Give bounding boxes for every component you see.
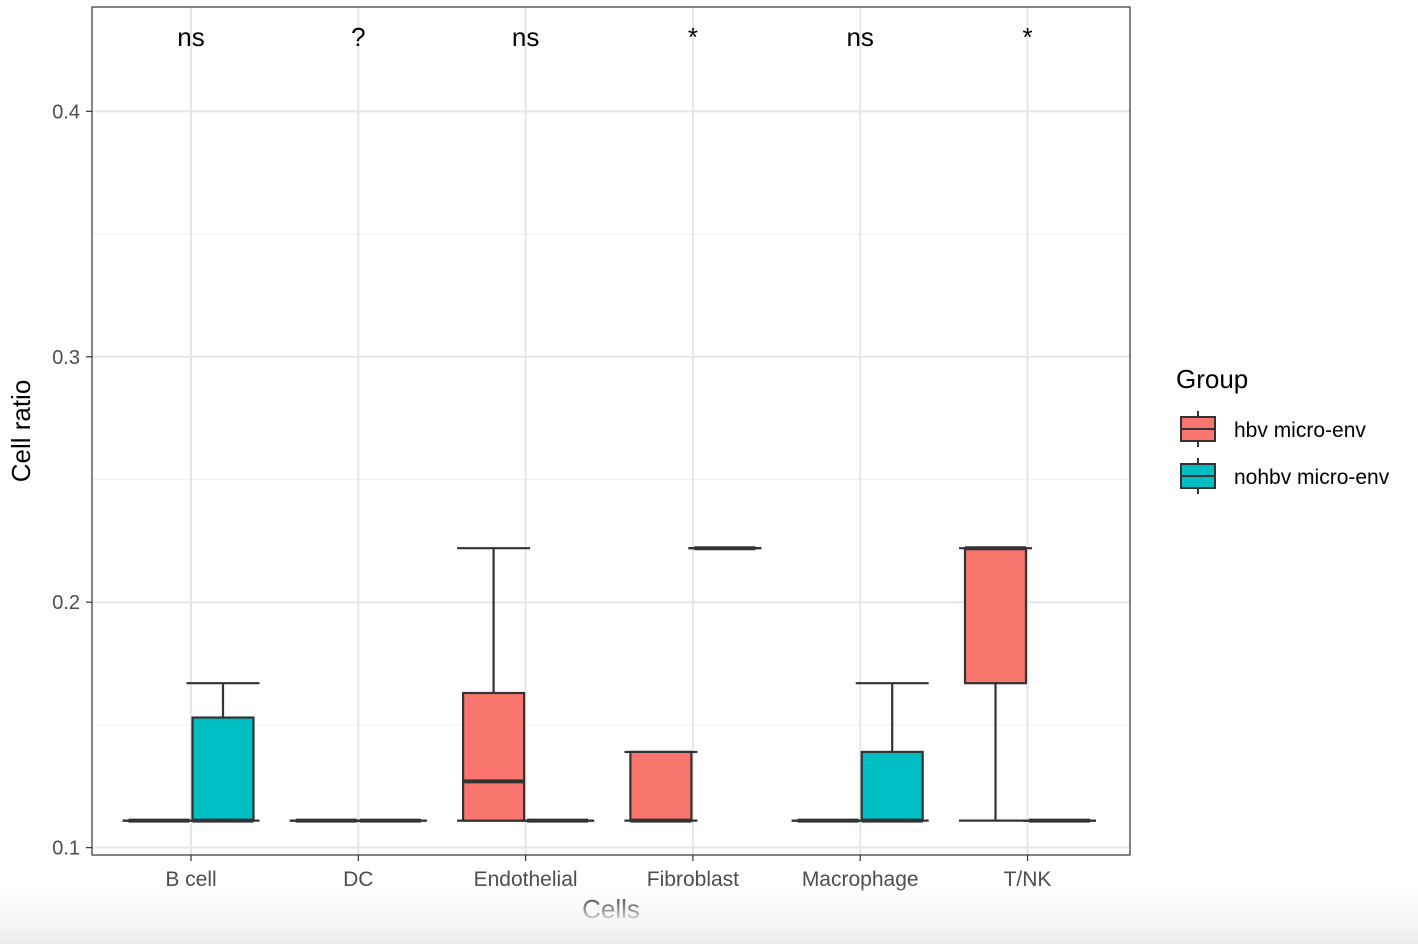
x-tick-label: T/NK	[1004, 868, 1052, 891]
y-axis-title: Cell ratio	[6, 380, 36, 483]
y-tick-label: 0.2	[52, 592, 80, 614]
legend-label: hbv micro-env	[1234, 419, 1366, 442]
box-iqr	[862, 752, 923, 821]
box-iqr	[193, 718, 254, 821]
legend-entry-hbv-micro-env: hbv micro-env	[1181, 411, 1366, 447]
box-iqr	[630, 752, 691, 821]
box-hbv-micro-env-fibroblast	[624, 752, 697, 821]
significance-label: ns	[846, 22, 873, 52]
significance-label: ns	[512, 22, 539, 52]
x-tick-label: B cell	[165, 868, 216, 891]
x-tick-label: Macrophage	[802, 868, 919, 891]
legend: Group hbv micro-env nohbv micro-env	[1176, 364, 1390, 494]
significance-label: *	[688, 22, 698, 52]
significance-label: *	[1022, 22, 1032, 52]
box-iqr	[965, 548, 1026, 683]
legend-label: nohbv micro-env	[1234, 466, 1390, 489]
y-tick-label: 0.1	[52, 838, 80, 860]
x-tick-label: Endothelial	[474, 868, 578, 891]
y-tick-label: 0.3	[52, 347, 80, 369]
x-tick-label: Fibroblast	[647, 868, 739, 891]
legend-entry-nohbv-micro-env: nohbv micro-env	[1181, 458, 1390, 494]
significance-label: ns	[177, 22, 204, 52]
legend-title: Group	[1176, 364, 1248, 394]
x-axis-title: Cells	[582, 894, 640, 924]
legend-entries: hbv micro-env nohbv micro-env	[1181, 411, 1390, 494]
y-tick-label: 0.4	[52, 101, 80, 123]
box-iqr	[463, 693, 524, 821]
significance-label: ?	[351, 22, 365, 52]
x-tick-label: DC	[343, 868, 373, 891]
